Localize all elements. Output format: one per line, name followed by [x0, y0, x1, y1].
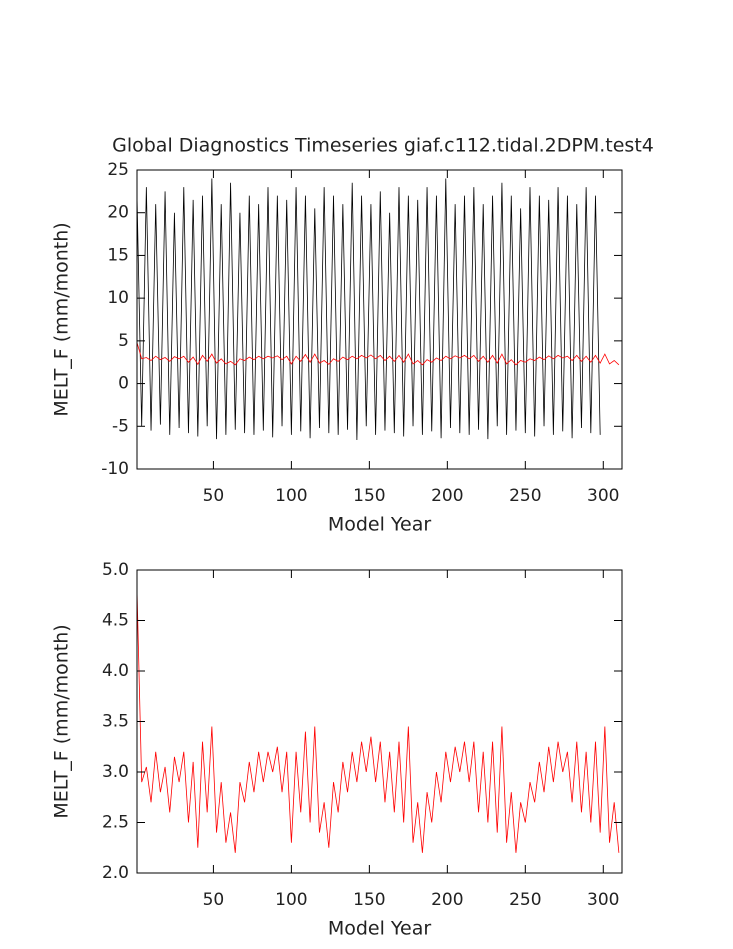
- x-tick-label: 50: [203, 486, 225, 506]
- y-tick-label: 5: [118, 331, 129, 351]
- y-tick-label: 3.5: [102, 712, 129, 732]
- y-tick-label: 2.5: [102, 813, 129, 833]
- x-tick-label: 50: [203, 890, 225, 910]
- y-tick-label: 20: [107, 203, 129, 223]
- x-tick-label: 200: [431, 890, 463, 910]
- plot-frame: [136, 169, 623, 470]
- data-line: [136, 178, 601, 440]
- data-line: [136, 590, 620, 853]
- y-tick-label: 3.0: [102, 762, 129, 782]
- x-tick-label: 150: [353, 486, 385, 506]
- y-tick-label: 4.0: [102, 661, 129, 681]
- x-tick-label: 250: [509, 486, 541, 506]
- x-tick-label: 300: [587, 486, 619, 506]
- x-axis-label: Model Year: [328, 918, 432, 940]
- x-axis-label: Model Year: [328, 514, 432, 536]
- y-tick-label: 25: [107, 160, 129, 180]
- x-tick-label: 250: [509, 890, 541, 910]
- y-tick-label: 5.0: [102, 560, 129, 580]
- data-line: [136, 342, 620, 366]
- y-tick-label: 2.0: [102, 863, 129, 883]
- y-tick-label: 10: [107, 288, 129, 308]
- x-tick-label: 150: [353, 890, 385, 910]
- y-tick-label: -10: [101, 459, 129, 479]
- y-axis-label: MELT_F (mm/month): [51, 624, 73, 818]
- y-tick-label: 0: [118, 374, 129, 394]
- x-tick-label: 300: [587, 890, 619, 910]
- x-tick-label: 100: [275, 890, 307, 910]
- y-axis-label: MELT_F (mm/month): [51, 222, 73, 416]
- x-tick-label: 100: [275, 486, 307, 506]
- y-tick-label: 15: [107, 245, 129, 265]
- chart-title: Global Diagnostics Timeseries giaf.c112.…: [112, 135, 654, 157]
- y-tick-label: 4.5: [102, 611, 129, 631]
- plot-frame: [136, 569, 623, 874]
- x-tick-label: 200: [431, 486, 463, 506]
- y-tick-label: -5: [112, 416, 129, 436]
